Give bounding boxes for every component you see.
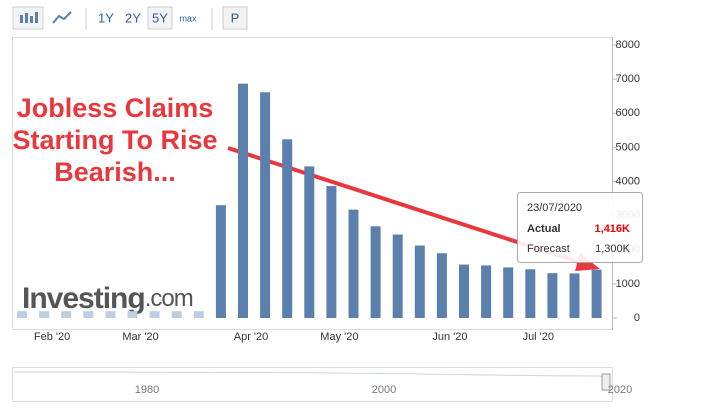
- line-icon-button[interactable]: [52, 11, 72, 24]
- bar: [348, 209, 359, 318]
- range-button[interactable]: 2Y: [125, 10, 141, 25]
- logo: Investing.com: [22, 282, 193, 315]
- navigator-handle[interactable]: [601, 373, 611, 391]
- bar: [61, 311, 72, 318]
- tooltip-date: 23/07/2020: [527, 202, 582, 214]
- bar: [525, 269, 536, 318]
- x-tick-label: Feb '20: [34, 331, 70, 343]
- annotation: Jobless Claims: [17, 93, 214, 123]
- bar: [83, 311, 94, 318]
- bar: [304, 166, 315, 318]
- tooltip: [517, 192, 643, 263]
- button-frame: [222, 6, 248, 30]
- bar: [503, 267, 514, 318]
- bar: [569, 273, 580, 318]
- icon: [30, 16, 33, 23]
- y-tick-label: 6000: [616, 107, 640, 119]
- navigator-label: 2020: [608, 384, 632, 396]
- bar: [392, 234, 403, 318]
- x-tick-label: Apr '20: [234, 331, 269, 343]
- bar: [105, 311, 116, 318]
- bar: [193, 311, 204, 318]
- button-frame: [147, 6, 173, 30]
- bar: [149, 311, 160, 318]
- navigator-label: 2000: [372, 384, 396, 396]
- y-tick-label: 0: [634, 312, 640, 324]
- bar: [171, 311, 182, 318]
- logo-suffix: .com: [145, 285, 193, 312]
- bar: [459, 264, 469, 318]
- navigator-label: 1980: [135, 384, 159, 396]
- icon: [35, 12, 38, 23]
- x-tick-label: May '20: [320, 331, 358, 343]
- bar: [591, 269, 602, 318]
- bar: [370, 226, 381, 318]
- bar: [215, 205, 226, 318]
- annotation: Starting To Rise: [12, 125, 217, 155]
- y-tick-label: 1000: [616, 278, 640, 290]
- y-tick-label: 8000: [616, 39, 640, 51]
- range-button[interactable]: max: [179, 13, 197, 23]
- x-tick-label: Mar '20: [122, 331, 158, 343]
- x-tick-label: Jul '20: [523, 331, 554, 343]
- tooltip-label: Forecast: [527, 243, 570, 255]
- y-tick-label: 7000: [616, 73, 640, 85]
- bar: [436, 253, 447, 318]
- tooltip-value: 1,300K: [595, 243, 631, 255]
- range-button[interactable]: 1Y: [98, 10, 114, 25]
- bar: [260, 92, 271, 318]
- x-tick-label: Jun '20: [432, 331, 467, 343]
- bar: [282, 139, 293, 318]
- bar: [326, 186, 337, 318]
- bar: [547, 273, 558, 318]
- range-button[interactable]: P: [231, 10, 240, 25]
- navigator[interactable]: [12, 367, 613, 402]
- tooltip-value: 1,416K: [595, 223, 631, 235]
- bar: [481, 265, 492, 318]
- logo-name: Investing: [22, 282, 145, 315]
- bar: [17, 311, 27, 318]
- y-tick-label: 5000: [616, 141, 640, 153]
- tooltip-label: Actual: [527, 223, 561, 235]
- bar: [414, 245, 425, 318]
- navigator-line: [13, 371, 611, 377]
- bar: [39, 311, 50, 318]
- range-button[interactable]: 5Y: [152, 10, 168, 25]
- bar: [127, 311, 138, 318]
- icon: [25, 13, 28, 23]
- bar: [238, 83, 248, 318]
- annotation: Bearish...: [54, 157, 176, 187]
- icon: [20, 15, 23, 23]
- y-tick-label: 4000: [616, 175, 640, 187]
